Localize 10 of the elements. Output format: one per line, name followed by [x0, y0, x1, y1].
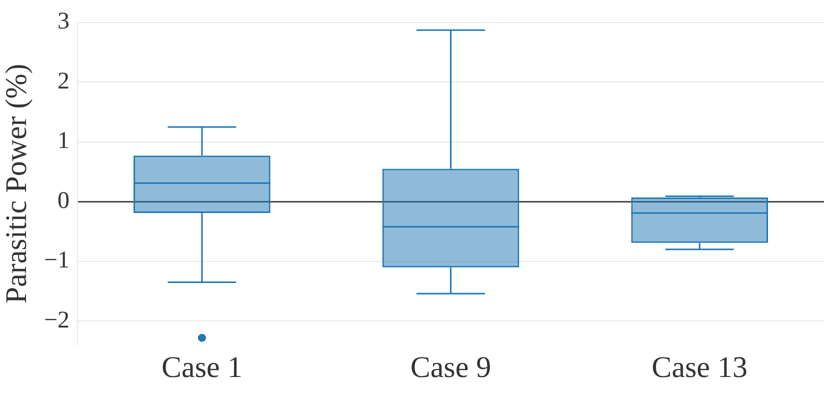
y-tick-label: 0	[58, 188, 70, 214]
y-tick-label: 1	[58, 128, 70, 154]
x-tick-label: Case 9	[410, 350, 492, 384]
y-tick-label: −2	[44, 307, 70, 334]
y-axis-title: Parasitic Power (%)	[0, 64, 33, 304]
y-tick-label: −1	[44, 248, 70, 274]
y-tick-label: 2	[58, 68, 70, 94]
y-tick-label: 3	[58, 8, 70, 35]
x-tick-label: Case 1	[162, 350, 242, 384]
x-tick-label: Case 13	[652, 350, 748, 384]
